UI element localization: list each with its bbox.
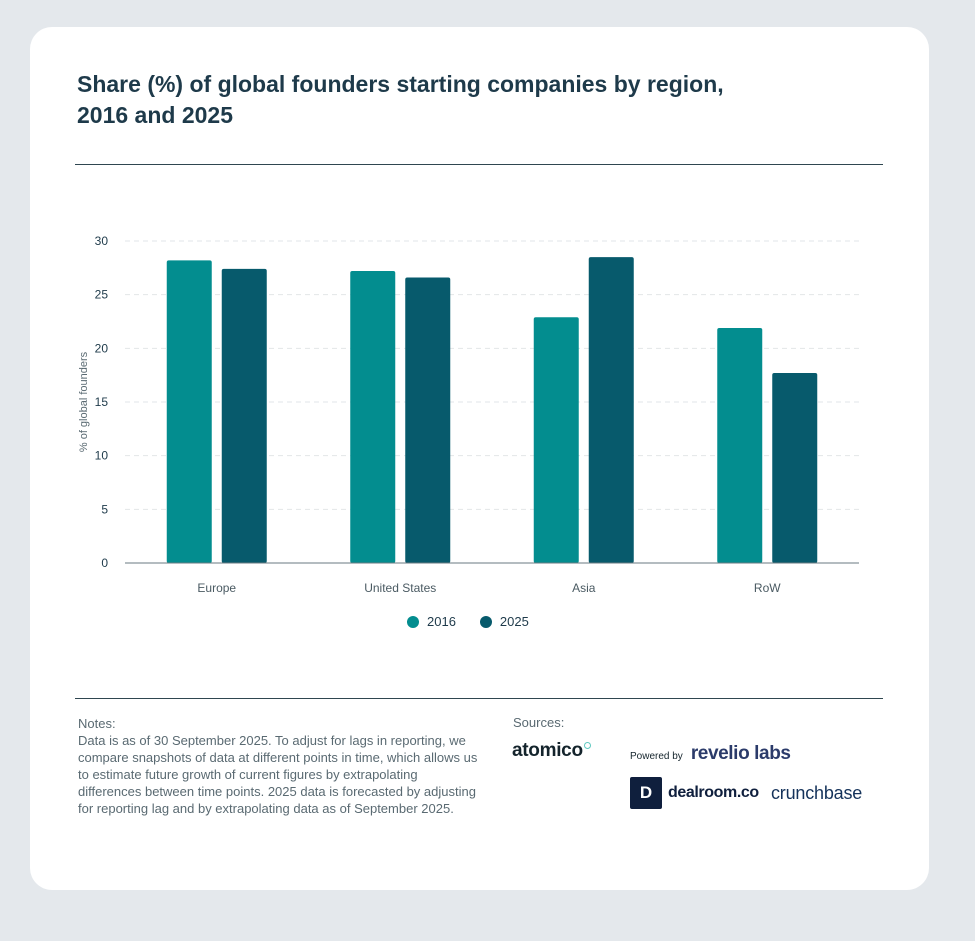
legend-item-2025: 2025 bbox=[479, 614, 529, 629]
powered-by-label: Powered by bbox=[630, 751, 683, 762]
revelio-labs-logo: Powered by revelio labs bbox=[630, 743, 791, 765]
bar-2025-asia bbox=[588, 257, 634, 563]
sources-label: Sources: bbox=[513, 715, 565, 730]
y-tick-label: 5 bbox=[101, 502, 108, 516]
legend: 2016 2025 bbox=[407, 614, 553, 629]
title-divider bbox=[75, 164, 883, 165]
atomico-logo-text: atomico bbox=[512, 740, 583, 761]
dealroom-mark-icon: D bbox=[630, 777, 662, 809]
dealroom-logo-text: dealroom.co bbox=[668, 784, 759, 801]
chart-card: Share (%) of global founders starting co… bbox=[30, 27, 929, 890]
legend-label-2016: 2016 bbox=[427, 614, 456, 629]
notes-label: Notes: bbox=[78, 716, 116, 731]
bar-chart: 0 5 10 15 20 25 30 % of global founders Europe Un… bbox=[78, 234, 859, 595]
y-tick-label: 15 bbox=[95, 395, 109, 409]
bar-2016-asia bbox=[533, 317, 579, 563]
notes: Notes: Data is as of 30 September 2025. … bbox=[78, 715, 478, 817]
y-tick-label: 30 bbox=[95, 234, 109, 248]
y-tick-label: 20 bbox=[95, 341, 109, 355]
bar-2016-united-states bbox=[350, 271, 396, 563]
chart-title: Share (%) of global founders starting co… bbox=[77, 71, 724, 128]
x-tick-label: RoW bbox=[754, 581, 781, 595]
y-tick-label: 25 bbox=[95, 288, 109, 302]
y-tick-label: 0 bbox=[101, 556, 108, 570]
atomico-dot-icon bbox=[583, 742, 591, 749]
y-tick-label: 10 bbox=[95, 449, 109, 463]
crunchbase-logo: crunchbase bbox=[771, 783, 863, 803]
bar-2016-europe bbox=[166, 260, 212, 563]
dealroom-logo: D dealroom.co bbox=[630, 777, 759, 809]
legend-swatch-2016 bbox=[407, 615, 419, 628]
x-tick-label: United States bbox=[364, 581, 436, 595]
revelio-labs-logo-text: revelio labs bbox=[690, 743, 791, 764]
atomico-logo: atomico bbox=[512, 740, 591, 762]
y-axis-label: % of global founders bbox=[78, 351, 90, 452]
bar-2025-united-states bbox=[405, 277, 451, 563]
notes-body: Data is as of 30 September 2025. To adju… bbox=[78, 733, 478, 816]
bar-2016-row bbox=[717, 327, 763, 563]
x-tick-label: Europe bbox=[197, 581, 236, 595]
legend-label-2025: 2025 bbox=[499, 614, 529, 629]
bar-2025-europe bbox=[221, 268, 267, 563]
x-tick-label: Asia bbox=[572, 581, 596, 595]
footer-divider bbox=[75, 698, 883, 699]
legend-swatch-2025 bbox=[479, 615, 492, 628]
bar-2025-row bbox=[772, 373, 818, 563]
legend-item-2016: 2016 bbox=[407, 614, 456, 629]
